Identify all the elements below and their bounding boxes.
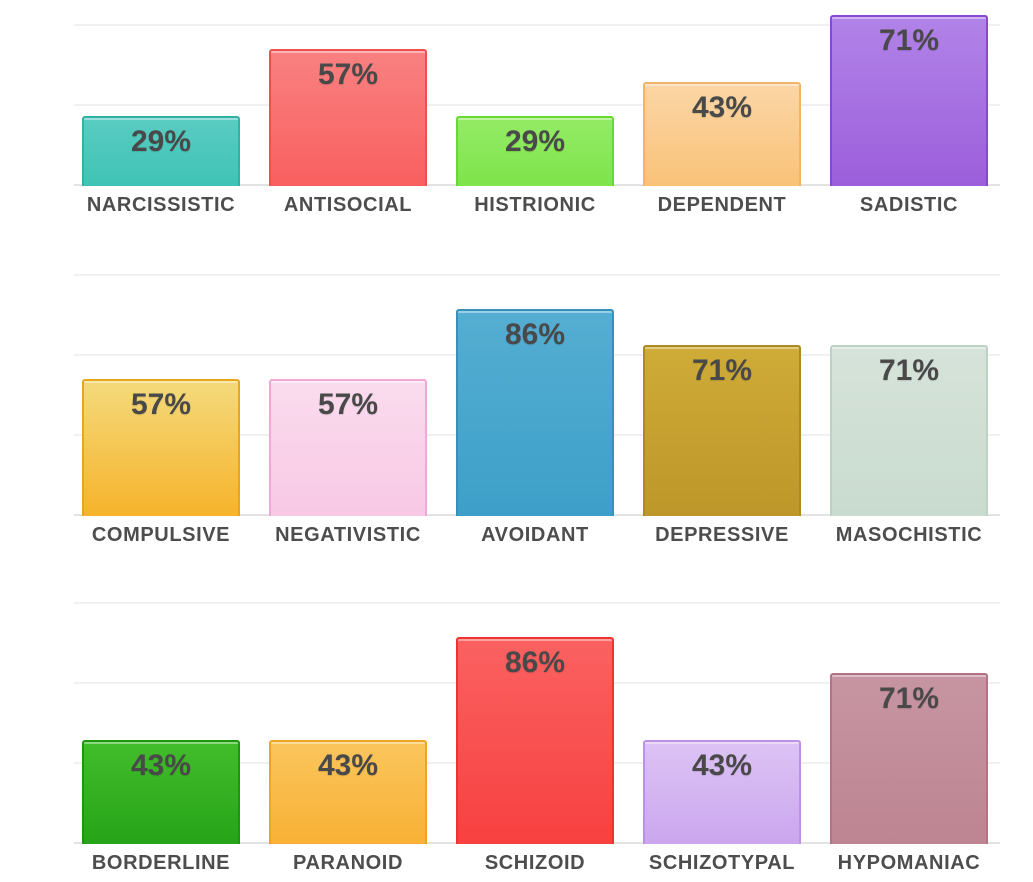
- bar-masochistic: 71%: [830, 345, 988, 516]
- bar-value-label-borderline: 43%: [130, 749, 192, 782]
- plot-area-row-3: 43% 43% 86% 43% 71%: [74, 602, 1000, 844]
- chart-row-3: 43% 43% 86% 43% 71% BORDERLINE PARANOID SCHIZOI…: [74, 602, 1000, 880]
- category-label-borderline: BORDERLINE: [91, 852, 231, 874]
- plot-area-row-2: 57% 57% 86% 71% 71%: [74, 274, 1000, 516]
- bar-value-label-hypomaniac: 71%: [878, 682, 940, 715]
- category-labels-row-3: BORDERLINE PARANOID SCHIZOID SCHIZOTYPAL HYP…: [74, 844, 1000, 880]
- category-label-masochistic: MASOCHISTIC: [835, 524, 983, 546]
- category-label-negativistic: NEGATIVISTIC: [275, 524, 421, 546]
- bar-value-label-narcissistic: 29%: [130, 125, 192, 158]
- bar-narcissistic: 29%: [82, 116, 240, 186]
- category-labels-row-1: NARCISSISTIC ANTISOCIAL HISTRIONIC DEPENDEN…: [74, 186, 1000, 222]
- category-label-paranoid: PARANOID: [293, 852, 403, 874]
- category-label-schizotypal: SCHIZOTYPAL: [648, 852, 796, 874]
- bar-value-label-histrionic: 29%: [504, 125, 566, 158]
- bar-value-label-antisocial: 57%: [317, 58, 379, 91]
- bar-histrionic: 29%: [456, 116, 614, 186]
- bar-value-label-dependent: 43%: [691, 91, 753, 124]
- bar-value-label-depressive: 71%: [691, 354, 753, 387]
- category-label-avoidant: AVOIDANT: [481, 524, 589, 546]
- bar-compulsive: 57%: [82, 379, 240, 516]
- chart-row-2: 57% 57% 86% 71% 71% COMPULSIVE NEGATIVISTIC AVO…: [74, 274, 1000, 552]
- category-labels-row-2: COMPULSIVE NEGATIVISTIC AVOIDANT DEPRESSIVE…: [74, 516, 1000, 552]
- bar-paranoid: 43%: [269, 740, 427, 844]
- bar-hypomaniac: 71%: [830, 673, 988, 844]
- bar-negativistic: 57%: [269, 379, 427, 516]
- category-label-depressive: DEPRESSIVE: [655, 524, 789, 546]
- bar-value-label-compulsive: 57%: [130, 388, 192, 421]
- category-label-sadistic: SADISTIC: [859, 194, 959, 216]
- gridline-33.3-percent: [74, 104, 1000, 106]
- bar-value-label-schizotypal: 43%: [691, 749, 753, 782]
- bar-value-label-avoidant: 86%: [504, 318, 566, 351]
- bar-value-label-negativistic: 57%: [317, 388, 379, 421]
- bar-value-label-masochistic: 71%: [878, 354, 940, 387]
- bar-schizotypal: 43%: [643, 740, 801, 844]
- category-label-dependent: DEPENDENT: [657, 194, 787, 216]
- category-label-narcissistic: NARCISSISTIC: [86, 194, 236, 216]
- bar-value-label-paranoid: 43%: [317, 749, 379, 782]
- bar-value-label-schizoid: 86%: [504, 646, 566, 679]
- category-label-hypomaniac: HYPOMANIAC: [837, 852, 981, 874]
- category-label-compulsive: COMPULSIVE: [91, 524, 231, 546]
- bar-dependent: 43%: [643, 82, 801, 186]
- category-label-schizoid: SCHIZOID: [484, 852, 586, 874]
- category-label-histrionic: HISTRIONIC: [474, 194, 596, 216]
- gridline-66.7-percent: [74, 24, 1000, 26]
- bar-borderline: 43%: [82, 740, 240, 844]
- bar-schizoid: 86%: [456, 637, 614, 844]
- bar-avoidant: 86%: [456, 309, 614, 516]
- bar-antisocial: 57%: [269, 49, 427, 186]
- plot-area-row-1: 29% 57% 29% 43% 71%: [74, 0, 1000, 186]
- chart-row-1: 29% 57% 29% 43% 71% NARCISSISTIC ANTISOCIAL HIS…: [74, 0, 1000, 222]
- bar-depressive: 71%: [643, 345, 801, 516]
- gridline-100-percent: [74, 274, 1000, 276]
- bar-value-label-sadistic: 71%: [878, 24, 940, 57]
- category-label-antisocial: ANTISOCIAL: [283, 194, 413, 216]
- gridline-100-percent: [74, 602, 1000, 604]
- bar-sadistic: 71%: [830, 15, 988, 186]
